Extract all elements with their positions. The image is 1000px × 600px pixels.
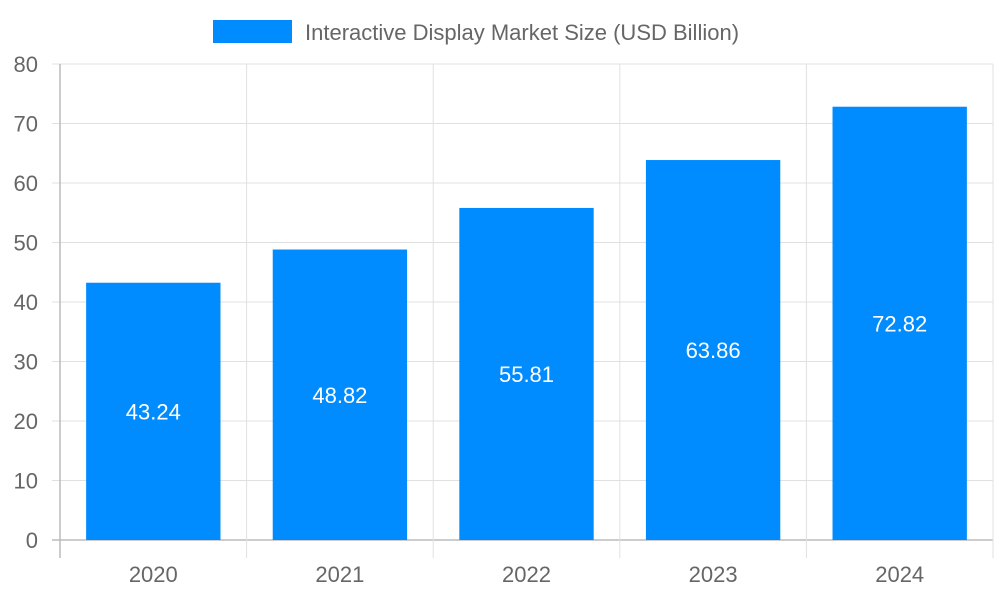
bar-2021[interactable] (272, 249, 408, 540)
data-label: 43.24 (126, 399, 181, 424)
bar-2023[interactable] (645, 160, 781, 540)
x-tick-label: 2021 (315, 562, 364, 587)
y-tick-label: 80 (14, 52, 38, 77)
data-label: 48.82 (312, 383, 367, 408)
x-tick-label: 2024 (875, 562, 924, 587)
y-tick-label: 0 (26, 528, 38, 553)
data-label: 72.82 (872, 311, 927, 336)
y-tick-label: 50 (14, 231, 38, 256)
y-tick-label: 20 (14, 409, 38, 434)
data-labels: 43.24 48.82 55.81 63.86 72.82 (126, 311, 927, 424)
data-label: 55.81 (499, 362, 554, 387)
x-tick-label: 2020 (129, 562, 178, 587)
y-tick-label: 60 (14, 171, 38, 196)
bar-2022[interactable] (459, 207, 594, 541)
axes: 0 10 20 30 40 50 60 70 80 2020 2021 2022 2023 2024 (14, 52, 925, 587)
x-tick-label: 2022 (502, 562, 551, 587)
data-label: 63.86 (686, 338, 741, 363)
y-tick-label: 70 (14, 112, 38, 137)
bar-2024[interactable] (832, 106, 967, 540)
bar-2020[interactable] (86, 282, 221, 540)
x-tick-label: 2023 (689, 562, 738, 587)
legend-label[interactable]: Interactive Display Market Size (USD Bil… (305, 20, 739, 45)
y-tick-label: 10 (14, 469, 38, 494)
y-tick-label: 30 (14, 350, 38, 375)
y-tick-label: 40 (14, 290, 38, 315)
legend-swatch[interactable] (213, 20, 292, 43)
legend[interactable]: Interactive Display Market Size (USD Bil… (213, 20, 739, 45)
bars (86, 106, 967, 541)
